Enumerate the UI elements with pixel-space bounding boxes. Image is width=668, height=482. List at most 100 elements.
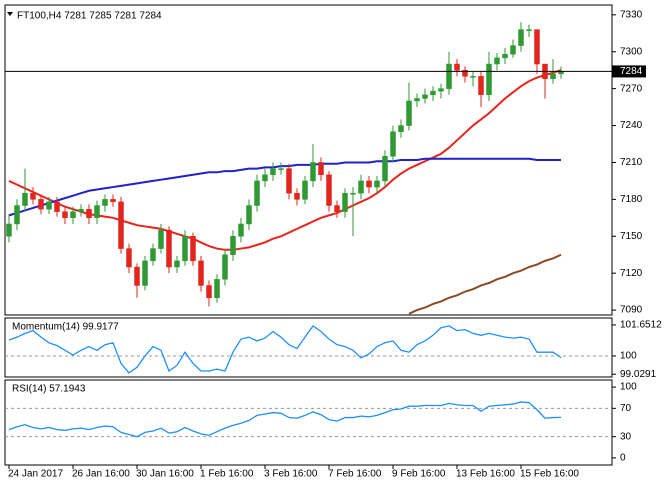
candle-body [422, 94, 428, 99]
candle-body [166, 229, 172, 268]
candle-body [254, 180, 260, 206]
candle-body [534, 29, 540, 65]
x-tick-label: 15 Feb 16:00 [520, 469, 579, 480]
candle-body [510, 45, 516, 55]
candle-body [310, 162, 316, 182]
candle-body [446, 63, 452, 89]
moving-average [408, 253, 562, 315]
candle-body [30, 192, 36, 200]
x-tick-label: 1 Feb 16:00 [200, 469, 254, 480]
candle-body [286, 168, 292, 194]
panel-frame [4, 317, 613, 378]
candle-body [14, 205, 20, 225]
y-tick-label: 7150 [620, 231, 643, 242]
candle-body [86, 208, 92, 219]
current-price-label: 7284 [620, 66, 643, 77]
candle-body [366, 180, 372, 188]
x-tick-label: 26 Jan 16:00 [72, 469, 130, 480]
candle-body [54, 201, 60, 212]
candle-body [6, 223, 12, 237]
y-tick-label: 30 [620, 431, 632, 442]
y-tick-label: 7330 [620, 9, 643, 20]
moving-average [8, 157, 561, 217]
candle-body [318, 162, 324, 176]
candle-body [494, 57, 500, 65]
candle-body [222, 254, 228, 280]
candle-body [438, 88, 444, 92]
candle-body [94, 205, 100, 219]
candle-body [478, 76, 484, 96]
candle-body [414, 98, 420, 102]
candle-body [22, 192, 28, 206]
y-tick-label: 70 [620, 403, 632, 414]
x-tick-label: 3 Feb 16:00 [264, 469, 318, 480]
candle-body [502, 53, 508, 59]
candle-body [302, 180, 308, 200]
candle-body [198, 260, 204, 286]
candle-body [390, 131, 396, 157]
x-tick-label: 13 Feb 16:00 [456, 469, 515, 480]
candle-body [70, 211, 76, 219]
moving-average [8, 69, 562, 251]
x-tick-label: 24 Jan 2017 [8, 469, 63, 480]
candle-body [214, 279, 220, 299]
y-tick-label: 7300 [620, 46, 643, 57]
y-tick-label: 7240 [620, 120, 643, 131]
candle-body [38, 199, 44, 210]
indicator-title: RSI(14) 57.1943 [12, 384, 86, 395]
y-tick-label: 101.6512 [620, 320, 662, 331]
candle-body [406, 100, 412, 126]
current-price-box [612, 65, 646, 78]
y-tick-label: 100 [620, 351, 637, 362]
candle-body [350, 192, 356, 195]
candle-body [462, 69, 468, 77]
candle-body [78, 208, 84, 212]
chart-title: FT100,H4 7281 7285 7281 7284 [17, 11, 162, 22]
candle-body [134, 266, 140, 286]
candle-body [326, 174, 332, 206]
candle-body [334, 205, 340, 212]
candle-body [46, 201, 52, 210]
y-tick-label: 100 [620, 382, 637, 393]
candle-body [294, 192, 300, 200]
x-tick-label: 30 Jan 16:00 [136, 469, 194, 480]
candle-body [110, 199, 116, 203]
indicator-line [8, 324, 562, 374]
candle-body [190, 236, 196, 262]
candle-body [470, 76, 476, 78]
candle-body [150, 248, 156, 262]
menu-triangle [7, 12, 13, 16]
candle-body [142, 260, 148, 286]
candle-body [358, 180, 364, 194]
x-tick-label: 7 Feb 16:00 [328, 469, 382, 480]
candle-body [238, 223, 244, 237]
y-tick-label: 7180 [620, 194, 643, 205]
y-tick-label: 7270 [620, 83, 643, 94]
candle-body [374, 180, 380, 188]
candle-body [278, 168, 284, 170]
candle-body [382, 156, 388, 182]
x-tick-label: 9 Feb 16:00 [392, 469, 446, 480]
candle-body [454, 63, 460, 71]
candle-body [246, 205, 252, 225]
indicator-title: Momentum(14) 99.9177 [12, 322, 119, 333]
y-tick-label: 0 [620, 453, 626, 464]
candle-body [182, 236, 188, 262]
indicator-line [8, 401, 562, 438]
candle-body [430, 90, 436, 96]
candle-body [102, 199, 108, 206]
candle-body [398, 125, 404, 132]
panel-frame [4, 379, 613, 466]
y-tick-label: 99.0291 [620, 369, 657, 380]
candle-body [518, 29, 524, 46]
candle-body [126, 248, 132, 268]
candle-body [550, 73, 556, 80]
candle-body [486, 63, 492, 96]
candle-body [270, 168, 276, 176]
candle-body [118, 201, 124, 249]
candle-body [526, 29, 532, 31]
y-tick-label: 7090 [620, 305, 643, 316]
y-tick-label: 7120 [620, 268, 643, 279]
